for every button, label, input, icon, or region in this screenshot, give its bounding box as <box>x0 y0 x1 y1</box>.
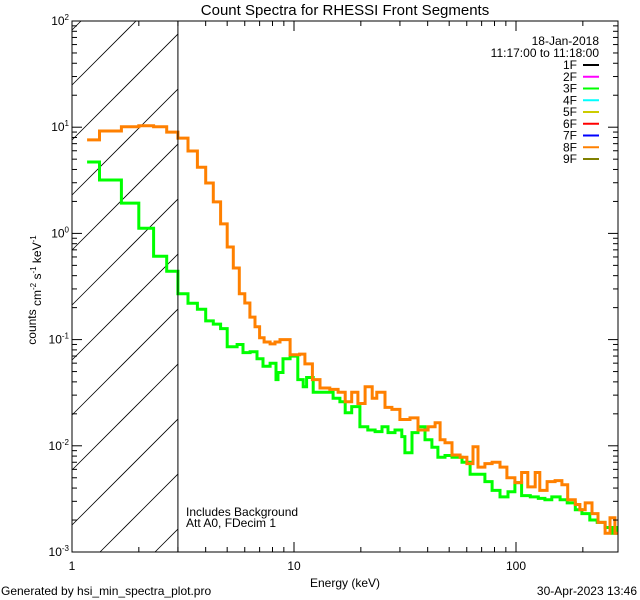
y-tick-exponent: 0 <box>65 225 70 234</box>
hatch-line <box>154 528 179 553</box>
plot-frame <box>71 20 619 553</box>
series-group <box>87 124 618 535</box>
legend-label-5F: 5F <box>563 105 577 119</box>
hatched-region <box>71 20 179 553</box>
hatch-line <box>71 143 179 251</box>
hatch-line <box>71 253 179 361</box>
y-tick-label: 101 <box>51 119 69 134</box>
y-label-part: cm <box>30 290 44 309</box>
legend-label-3F: 3F <box>563 82 577 96</box>
legend-label-9F: 9F <box>563 152 577 166</box>
chart-title: Count Spectra for RHESSI Front Segments <box>201 2 489 19</box>
y-label-exponent: -1 <box>29 235 38 243</box>
y-label-part: s <box>30 274 44 283</box>
y-tick-base: 10 <box>49 545 63 559</box>
x-tick-label: 100 <box>506 559 526 573</box>
hatch-line <box>71 308 179 416</box>
legend-label-6F: 6F <box>563 117 577 131</box>
y-label-exponent: -2 <box>29 282 38 290</box>
footer-generated-by: Generated by hsi_min_spectra_plot.pro <box>1 584 211 598</box>
legend-label-4F: 4F <box>563 93 577 107</box>
legend-label-2F: 2F <box>563 70 577 84</box>
legend-label-7F: 7F <box>563 129 577 143</box>
y-tick-base: 10 <box>51 226 65 240</box>
hatch-line <box>71 33 179 141</box>
legend-label-1F: 1F <box>563 58 577 72</box>
y-tick-label: 10-1 <box>49 332 70 347</box>
hatch-line <box>71 88 179 196</box>
y-label-part: counts <box>25 309 39 344</box>
hatch-line <box>71 418 179 526</box>
series-line-8F <box>87 124 618 535</box>
y-tick-exponent: -3 <box>62 544 70 553</box>
x-tick-label: 10 <box>287 559 301 573</box>
y-tick-base: 10 <box>49 333 63 347</box>
legend-time-range: 11:17:00 to 11:18:00 <box>491 46 600 60</box>
y-tick-label: 102 <box>51 13 69 28</box>
y-tick-base: 10 <box>49 439 63 453</box>
y-tick-exponent: -1 <box>62 332 70 341</box>
series-line-3F <box>87 160 618 535</box>
x-axis-label: Energy (keV) <box>310 576 380 590</box>
y-tick-exponent: 1 <box>65 119 70 128</box>
hatch-line <box>71 198 179 306</box>
y-axis-label: counts cm-2 s-1 keV-1 <box>25 235 44 345</box>
y-tick-base: 10 <box>51 14 65 28</box>
legend-label-8F: 8F <box>563 140 577 154</box>
annotation-background: Includes Background <box>186 505 298 519</box>
y-tick-label: 100 <box>51 225 69 240</box>
y-tick-exponent: -2 <box>62 438 70 447</box>
y-tick-exponent: 2 <box>65 13 70 22</box>
y-tick-label: 10-2 <box>49 438 70 453</box>
y-label-exponent: -1 <box>29 266 38 274</box>
hatch-line <box>71 20 137 86</box>
x-tick-label: 1 <box>69 559 76 573</box>
annotation-attenuator: Att A0, FDecim 1 <box>186 516 276 530</box>
hatch-line <box>71 363 179 471</box>
footer-timestamp: 30-Apr-2023 13:46 <box>537 584 637 598</box>
legend-date: 18-Jan-2018 <box>532 34 600 48</box>
y-label-part: keV <box>30 242 44 266</box>
y-tick-label: 10-3 <box>49 544 70 559</box>
hatch-line <box>99 473 179 553</box>
y-tick-base: 10 <box>51 120 65 134</box>
